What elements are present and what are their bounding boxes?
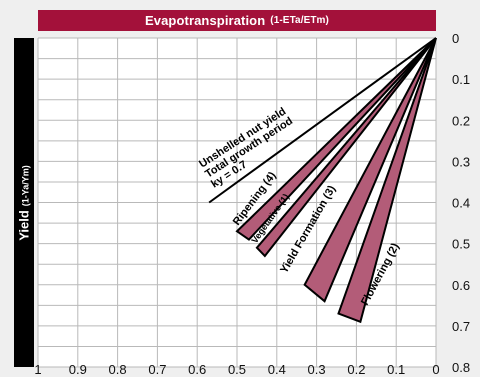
y-tick-label: 0.6 — [452, 278, 470, 293]
x-tick-labels: 1 0.9 0.8 0.7 0.6 0.5 0.4 0.3 0.2 0.1 0 — [34, 362, 439, 377]
x-tick-label: 0 — [432, 362, 439, 377]
x-tick-label: 0.6 — [188, 362, 206, 377]
y-tick-label: 0.5 — [452, 237, 470, 252]
x-tick-label: 0.2 — [347, 362, 365, 377]
x-axis-title-banner: Evapotranspiration (1-ETa/ETm) — [38, 10, 436, 31]
x-tick-label: 1 — [34, 362, 41, 377]
grid-lines — [37, 37, 437, 368]
x-tick-label: 0.3 — [308, 362, 326, 377]
x-tick-label: 0.9 — [69, 362, 87, 377]
x-tick-label: 0.8 — [109, 362, 127, 377]
y-tick-label: 0.1 — [452, 72, 470, 87]
y-tick-label: 0.7 — [452, 319, 470, 334]
y-tick-label: 0.4 — [452, 196, 470, 211]
y-axis-title-banner: Yield(1-Ya/Ym) — [14, 38, 34, 367]
x-tick-label: 0.7 — [148, 362, 166, 377]
y-tick-label: 0.2 — [452, 113, 470, 128]
x-tick-label: 0.4 — [268, 362, 286, 377]
x-tick-label: 0.1 — [387, 362, 405, 377]
y-tick-label: 0.3 — [452, 154, 470, 169]
total-growth-line — [208, 37, 437, 204]
x-tick-label: 0.5 — [228, 362, 246, 377]
x-axis-unit: (1-ETa/ETm) — [270, 15, 329, 26]
band-polygon — [235, 37, 437, 241]
stage-bands — [235, 37, 437, 324]
band-polygon — [255, 37, 437, 258]
y-tick-label: 0.8 — [452, 360, 470, 375]
band-polygon — [303, 37, 437, 303]
x-axis-title: Evapotranspiration — [145, 13, 266, 28]
band-polygon — [337, 37, 437, 324]
y-tick-labels: 0 0.1 0.2 0.3 0.4 0.5 0.6 0.7 0.8 — [452, 31, 470, 375]
y-tick-label: 0 — [452, 31, 459, 46]
